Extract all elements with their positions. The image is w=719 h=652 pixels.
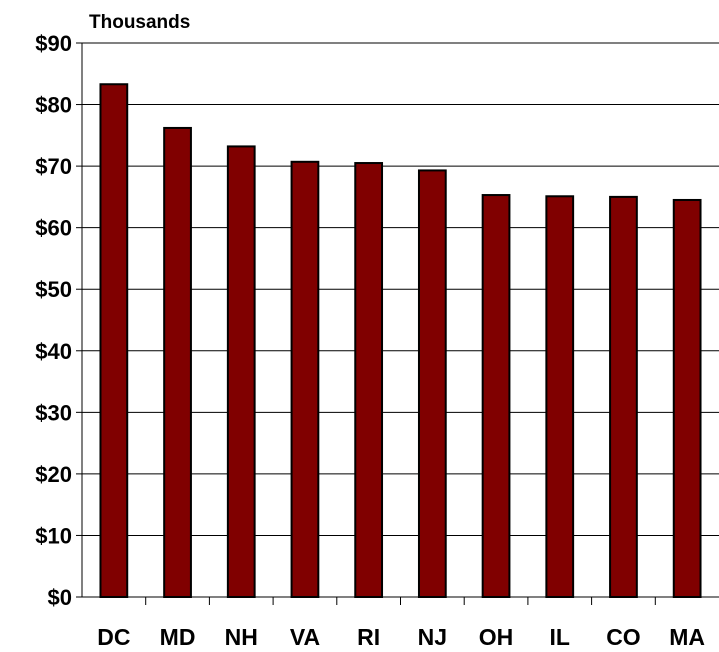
x-tick-label-ri: RI [357, 624, 380, 650]
unit-label: Thousands [89, 12, 190, 33]
bar-nh [226, 145, 256, 598]
x-tick-label-nh: NH [225, 624, 258, 650]
y-tick-label: $40 [35, 339, 72, 364]
y-tick-label: $50 [35, 277, 72, 302]
y-tick-label: $60 [35, 216, 72, 241]
bar-co [609, 195, 638, 598]
y-tick-label: $20 [35, 462, 72, 487]
bar-va [290, 160, 320, 598]
x-axis-ticks: DC MD NH VA RI NJ OH IL CO MA [97, 597, 705, 650]
y-tick-label: $0 [48, 585, 72, 610]
bar-oh [481, 194, 511, 598]
bars [99, 83, 702, 599]
x-tick-label-nj: NJ [418, 624, 447, 650]
bar-md [163, 126, 192, 599]
bar-il [545, 195, 575, 598]
x-tick-label-ma: MA [669, 624, 705, 650]
x-tick-label-va: VA [290, 624, 320, 650]
bar-dc [99, 83, 129, 598]
y-axis-ticks: $0 $10 $20 $30 $40 $50 $60 $70 $80 $90 [35, 31, 82, 610]
x-tick-label-il: IL [550, 624, 570, 650]
bar-ma [672, 198, 702, 598]
bar-nj [417, 169, 447, 598]
x-tick-label-dc: DC [97, 624, 130, 650]
y-tick-label: $70 [35, 154, 72, 179]
x-tick-label-oh: OH [479, 624, 514, 650]
bar-ri [354, 162, 384, 599]
y-tick-label: $90 [35, 31, 72, 56]
y-tick-label: $80 [35, 93, 72, 118]
x-tick-label-co: CO [606, 624, 641, 650]
x-tick-label-md: MD [160, 624, 196, 650]
y-tick-label: $10 [35, 523, 72, 548]
y-tick-label: $30 [35, 400, 72, 425]
